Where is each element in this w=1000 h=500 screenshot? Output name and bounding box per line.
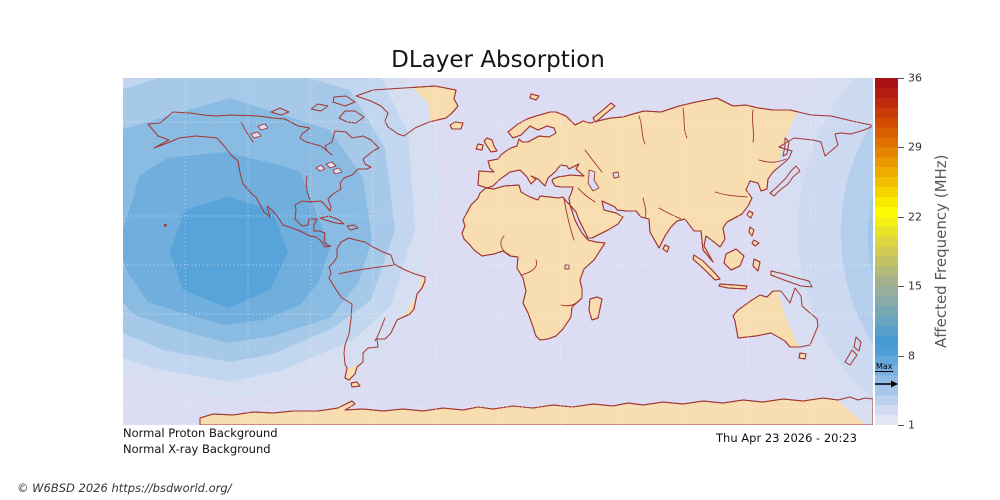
colorbar-tick bbox=[898, 216, 904, 218]
colorbar-tick-label: 1 bbox=[908, 418, 915, 432]
colorbar-tick bbox=[898, 147, 904, 149]
colorbar-tick-label: 15 bbox=[908, 279, 922, 293]
max-arrow-icon bbox=[875, 380, 898, 387]
max-marker-label: Max bbox=[875, 361, 893, 372]
colorbar-tick-label: 8 bbox=[908, 349, 915, 363]
colorbar-tick bbox=[898, 355, 904, 357]
colorbar-tick bbox=[898, 425, 904, 426]
world-map bbox=[123, 78, 873, 425]
background-status: Normal Proton Background Normal X-ray Ba… bbox=[123, 425, 278, 457]
absorption-contour-wrapped bbox=[841, 122, 873, 344]
colorbar-axis-label: Affected Frequency (MHz) bbox=[932, 154, 950, 349]
island-dot bbox=[164, 224, 167, 227]
xray-status: Normal X-ray Background bbox=[123, 442, 271, 456]
colorbar-tick-label: 36 bbox=[908, 71, 922, 85]
colorbar-tick-label: 22 bbox=[908, 210, 922, 224]
colorbar bbox=[875, 78, 898, 425]
timestamp: Thu Apr 23 2026 - 20:23 bbox=[716, 431, 857, 445]
colorbar-tick bbox=[898, 78, 904, 79]
colorbar-tick-label: 29 bbox=[908, 140, 922, 154]
max-marker: Max bbox=[875, 354, 898, 392]
absorption-contour bbox=[170, 197, 288, 308]
graticule bbox=[123, 78, 873, 425]
copyright: © W6BSD 2026 https://bsdworld.org/ bbox=[17, 481, 232, 495]
page-title: DLayer Absorption bbox=[391, 47, 605, 73]
proton-status: Normal Proton Background bbox=[123, 426, 278, 440]
colorbar-tick bbox=[898, 286, 904, 288]
colorbar-axis: 1 8 15 22 29 36 bbox=[898, 72, 938, 432]
absorption-contours bbox=[123, 78, 873, 425]
